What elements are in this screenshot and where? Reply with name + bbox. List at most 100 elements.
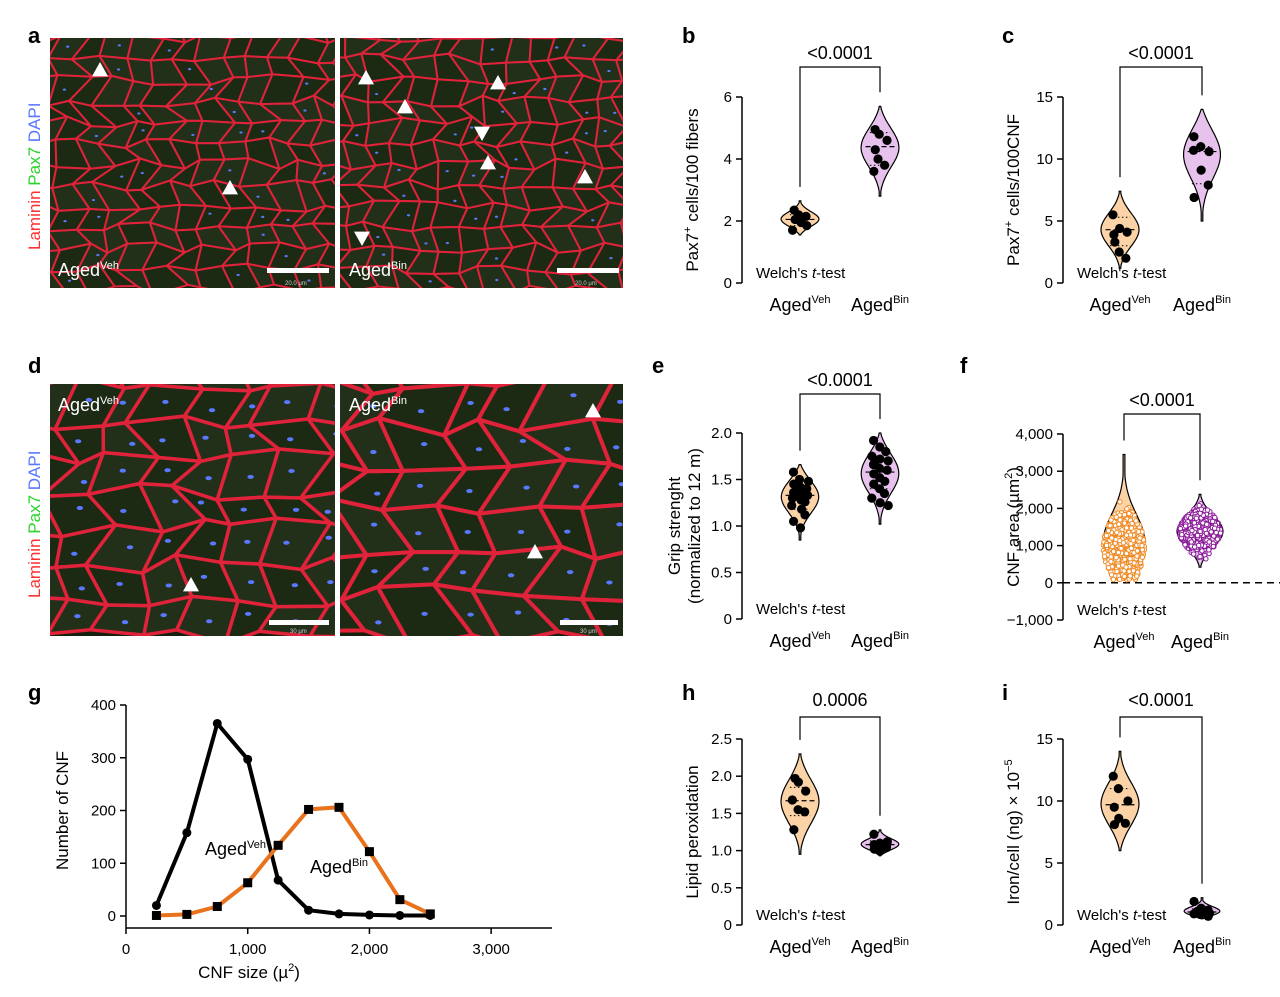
nucleus	[334, 404, 335, 408]
data-point	[869, 166, 879, 176]
nucleus	[633, 68, 636, 70]
muscle-fiber	[416, 38, 443, 43]
data-point	[1118, 545, 1124, 552]
data-point	[1103, 532, 1110, 539]
panel-label-f: f	[960, 353, 968, 378]
nucleus	[116, 361, 122, 365]
micrograph-a-bin: AgedBin 20.0 μm	[340, 38, 636, 288]
nucleus	[165, 583, 172, 588]
muscle-fiber	[465, 384, 500, 388]
nucleus	[370, 522, 378, 527]
y-label-rest: cells/100 fibers	[683, 108, 702, 226]
muscle-fiber	[594, 144, 623, 170]
x-label-rest: )	[294, 963, 300, 982]
stain-laminin: Laminin	[25, 190, 44, 250]
muscle-fiber	[579, 461, 623, 510]
scale-bar	[557, 268, 619, 273]
group-label: AgedBin	[1173, 294, 1231, 315]
series-label: AgedBin	[310, 857, 368, 877]
y-axis-label-text: CNF area (µm2)	[1003, 467, 1023, 587]
arrowhead-marker	[527, 544, 543, 559]
muscle-fiber	[591, 353, 644, 382]
x-axis-label: CNF size (µ2)	[198, 962, 300, 982]
data-point	[1191, 520, 1198, 526]
nucleus	[245, 362, 251, 366]
violin-shape	[860, 105, 900, 197]
nucleus	[458, 357, 464, 361]
nucleus	[208, 212, 212, 215]
stain-laminin: Laminin	[25, 538, 44, 598]
nucleus	[292, 507, 300, 512]
stain-dapi: DAPI	[25, 451, 44, 491]
test-prefix: Welch's	[1077, 907, 1133, 924]
y-tick-label: 2,000	[1015, 500, 1053, 517]
test-suffix: -test	[816, 907, 846, 924]
micrograph-label: AgedBin	[349, 395, 407, 415]
x-tick-label: 2,000	[351, 941, 389, 958]
micrograph-label: AgedVeh	[58, 260, 119, 280]
nucleus	[361, 363, 367, 367]
nucleus	[164, 538, 172, 543]
data-point	[880, 160, 890, 170]
micrograph-label: AgedVeh	[58, 395, 119, 415]
nucleus	[606, 580, 613, 585]
nucleus	[197, 500, 205, 505]
muscle-fiber	[516, 38, 533, 39]
nucleus	[164, 468, 171, 473]
nucleus	[62, 88, 67, 91]
nucleus	[66, 45, 70, 48]
arrowhead-marker	[354, 231, 370, 246]
nucleus	[287, 437, 294, 442]
muscle-fiber	[432, 250, 463, 275]
muscle-fiber	[365, 264, 400, 288]
y-tick-label: 0	[1045, 275, 1053, 292]
data-point	[869, 458, 880, 468]
data-point	[879, 488, 890, 499]
muscle-fiber	[544, 339, 613, 382]
nucleus	[632, 52, 635, 54]
muscle-fiber	[298, 451, 335, 500]
data-point	[1214, 536, 1221, 542]
data-point	[1113, 536, 1119, 543]
y-tick-label: 4,000	[1015, 426, 1053, 443]
y-label-sup: 2	[1003, 473, 1015, 479]
scale-bar-text: 30 μm	[580, 629, 597, 635]
series-line	[156, 805, 432, 918]
nucleus	[371, 569, 378, 574]
nucleus	[591, 219, 595, 222]
data-point	[1113, 514, 1119, 520]
muscle-fiber	[229, 38, 238, 40]
muscle-fiber	[599, 38, 609, 40]
nucleus	[208, 408, 216, 413]
muscle-fiber	[325, 38, 335, 44]
nucleus	[200, 574, 208, 579]
nucleus	[42, 403, 48, 407]
x-label-base: CNF size (µ	[198, 963, 288, 982]
data-point	[212, 902, 222, 912]
group-label: AgedBin	[1171, 631, 1229, 652]
muscle-fiber	[377, 38, 402, 43]
significance-bracket	[1119, 716, 1203, 884]
data-point	[1108, 517, 1114, 523]
data-point	[1121, 556, 1128, 563]
data-point	[1139, 542, 1145, 549]
nucleus	[228, 169, 232, 172]
data-point	[1117, 499, 1123, 505]
data-point	[1127, 532, 1134, 538]
y-label-sup: +	[682, 226, 694, 232]
data-point	[1203, 911, 1213, 921]
nucleus	[244, 611, 252, 616]
nucleus	[74, 439, 82, 444]
group-label: AgedVeh	[769, 294, 830, 315]
arrowhead-marker	[577, 169, 593, 184]
y-tick-label: 0	[724, 275, 732, 292]
y-axis-label: Grip strenght (normalized to 12 m)	[665, 448, 704, 604]
p-value: <0.0001	[1129, 390, 1195, 410]
scale-bar	[267, 268, 329, 273]
data-point	[1210, 543, 1217, 550]
muscle-fiber	[245, 384, 272, 393]
series-label-sup: Veh	[247, 839, 266, 851]
nucleus	[288, 468, 295, 473]
nucleus	[167, 49, 171, 52]
data-point	[182, 909, 192, 919]
